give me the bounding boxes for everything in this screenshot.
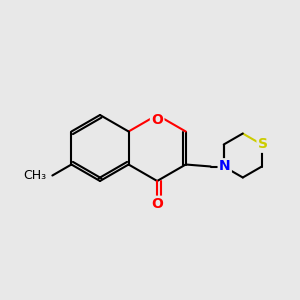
Text: O: O [151,197,163,211]
Text: CH₃: CH₃ [23,169,46,182]
Text: N: N [219,160,230,173]
Text: S: S [258,137,268,152]
Text: O: O [151,113,163,127]
